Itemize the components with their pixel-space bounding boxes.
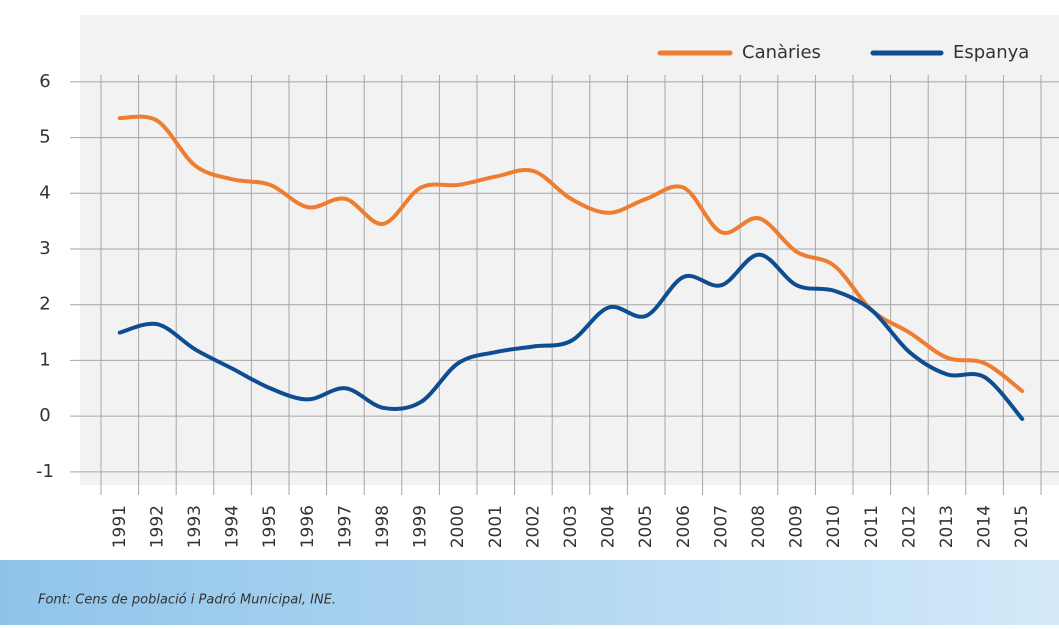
x-tick-label: 2009 [787,505,807,548]
x-tick-label: 2014 [975,505,995,548]
y-tick-label: 5 [39,127,50,148]
series-line [117,252,1025,421]
y-tick-label: -1 [36,461,54,482]
y-tick-label: 6 [39,71,50,92]
legend-label: Espanya [953,42,1029,63]
y-tick-label: 1 [39,349,50,370]
x-tick-label: 1998 [373,505,393,548]
y-tick-label: 0 [39,405,50,426]
x-tick-label: 2000 [448,505,468,548]
plot-panel [80,15,1059,485]
x-tick-label: 2006 [674,505,694,548]
x-tick-label: 1997 [335,505,355,548]
x-tick-label: 2001 [486,505,506,548]
x-tick-label: 2015 [1012,505,1032,548]
x-tick-label: 2005 [636,505,656,548]
x-tick-label: 1999 [411,505,431,548]
x-tick-label: 1991 [110,505,130,548]
footer-band [0,560,1059,625]
x-tick-label: 2012 [899,505,919,548]
x-tick-label: 1993 [185,505,205,548]
x-tick-label: 2007 [711,505,731,548]
y-tick-label: 2 [39,294,50,315]
x-tick-label: 1994 [223,505,243,548]
y-tick-label: 4 [39,182,50,203]
x-tick-label: 2010 [824,505,844,548]
x-tick-label: 2013 [937,505,957,548]
x-tick-label: 2003 [561,505,581,548]
y-tick-label: 3 [39,238,50,259]
x-tick-label: 1992 [147,505,167,548]
x-tick-label: 2002 [523,505,543,548]
x-tick-label: 1995 [260,505,280,548]
source: Font: Cens de població i Padró Municipal… [38,593,336,608]
legend-label: Canàries [742,42,821,63]
x-tick-label: 2004 [599,505,619,548]
x-tick-label: 1996 [298,505,318,548]
x-tick-label: 2011 [862,505,882,548]
x-tick-label: 2008 [749,505,769,548]
